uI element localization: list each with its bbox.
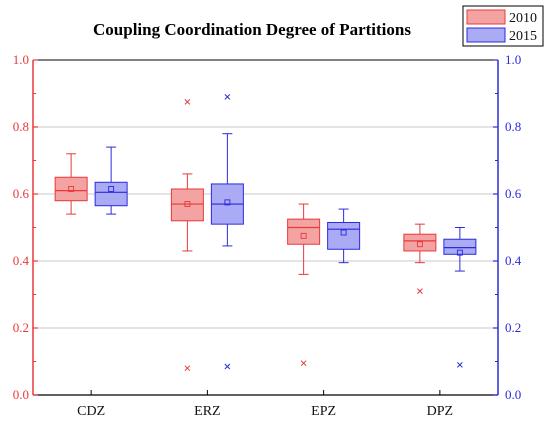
box-cdz-2010 (54, 153, 88, 215)
box-body (327, 221, 361, 250)
box-body (94, 181, 128, 207)
mean-marker (108, 186, 115, 192)
outlier-marker (184, 99, 191, 105)
box-dpz-2010 (403, 223, 437, 295)
outlier-marker (457, 361, 463, 368)
box-erz-2015 (210, 93, 244, 370)
mean-marker (224, 199, 231, 206)
right-tick-label: 0.4 (505, 253, 522, 268)
legend-label-2015: 2015 (509, 29, 537, 44)
left-tick-label: 0.6 (13, 186, 30, 201)
x-tick-label-cdz: CDZ (77, 404, 105, 419)
legend-label-2010: 2010 (509, 11, 537, 26)
outlier-marker (184, 365, 191, 372)
box-erz-2010 (170, 99, 204, 372)
legend-swatch-2015 (466, 27, 506, 43)
mean-marker (340, 229, 347, 236)
left-tick-label: 0.8 (13, 119, 29, 134)
box-body (54, 176, 88, 202)
right-tick-label: 1.0 (505, 52, 521, 67)
box-body (287, 218, 321, 245)
mean-marker (68, 186, 75, 192)
right-tick-label: 0.0 (505, 387, 521, 402)
left-tick-label: 0.4 (13, 253, 30, 268)
box-epz-2015 (327, 208, 361, 264)
box-dpz-2015 (443, 227, 477, 368)
mean-marker (300, 232, 307, 239)
outlier-marker (224, 93, 231, 100)
mean-marker (416, 241, 423, 248)
box-body (403, 233, 437, 252)
left-tick-label: 0.2 (13, 320, 29, 335)
box-body (170, 188, 204, 222)
left-tick-label: 1.0 (13, 52, 29, 67)
box-cdz-2015 (94, 146, 128, 215)
legend: 2010 2015 (462, 5, 544, 47)
x-tick-label-epz: EPZ (311, 404, 336, 419)
right-tick-label: 0.6 (505, 186, 522, 201)
chart-title: Coupling Coordination Degree of Partitio… (93, 20, 411, 39)
outlier-marker (300, 360, 307, 367)
outlier-marker (224, 363, 231, 370)
right-tick-label: 0.2 (505, 320, 521, 335)
box-epz-2010 (287, 203, 321, 367)
mean-marker (184, 201, 191, 208)
box-body (443, 238, 477, 255)
mean-marker (456, 249, 463, 256)
x-tick-label-erz: ERZ (194, 404, 220, 419)
outlier-marker (417, 288, 423, 295)
legend-swatch-2010 (466, 9, 506, 25)
x-tick-label-dpz: DPZ (427, 404, 453, 419)
right-tick-label: 0.8 (505, 119, 521, 134)
plot-area: 0.0 0.0 0.2 0.2 0.4 0.4 0.6 0.6 0.8 0.8 1.0 1.0 CDZ E… (13, 52, 522, 419)
left-tick-label: 0.0 (13, 387, 29, 402)
